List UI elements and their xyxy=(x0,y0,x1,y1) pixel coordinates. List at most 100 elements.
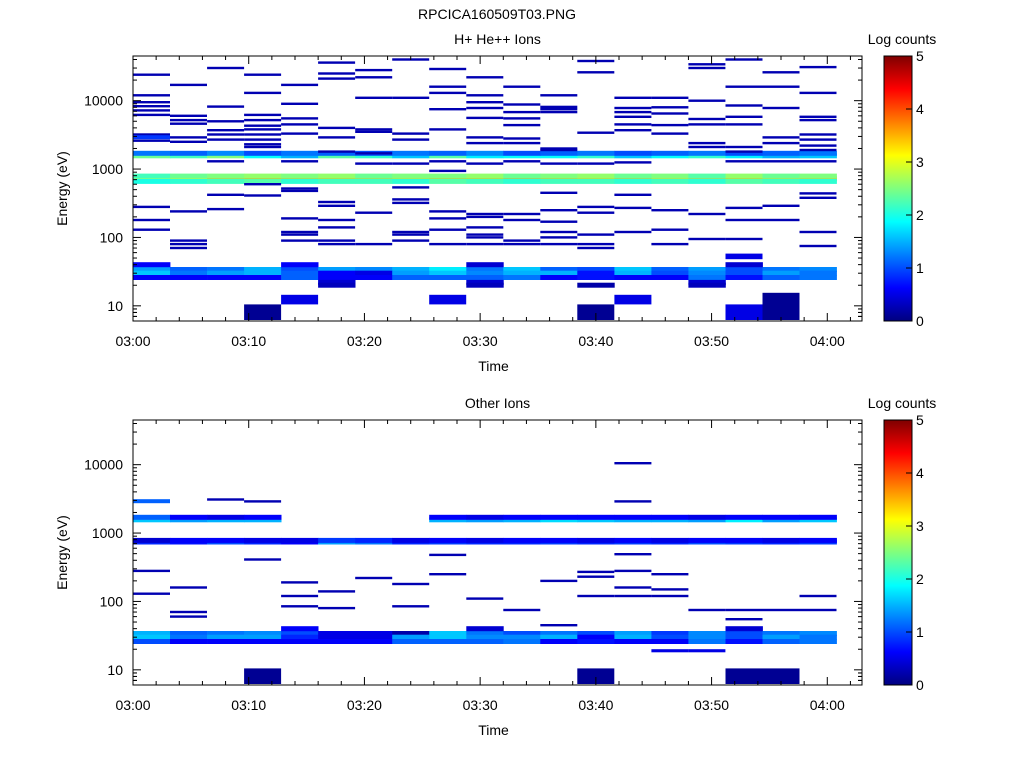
heatmap-cell xyxy=(133,267,171,272)
count-event xyxy=(318,242,356,246)
colorbar-tick-label: 3 xyxy=(916,518,924,534)
heatmap-cell xyxy=(503,267,541,272)
count-event xyxy=(318,61,356,64)
heatmap-cell xyxy=(207,639,245,644)
count-event xyxy=(614,161,652,164)
heatmap-cell xyxy=(725,176,763,182)
count-event xyxy=(725,160,763,163)
heatmap-cell xyxy=(281,270,319,276)
count-event xyxy=(429,160,467,163)
count-event xyxy=(614,110,652,114)
count-event xyxy=(540,108,578,111)
heatmap-cell xyxy=(133,514,171,520)
count-event xyxy=(170,239,207,242)
heatmap-cell xyxy=(503,275,541,280)
heatmap-cell xyxy=(207,150,245,156)
count-event xyxy=(503,141,541,145)
heatmap-cell xyxy=(429,631,467,636)
heatmap-cell xyxy=(503,176,541,182)
count-event xyxy=(688,145,726,149)
colorbar-label: Log counts xyxy=(868,395,937,411)
heatmap-cell xyxy=(614,639,652,644)
x-tick-label: 03:50 xyxy=(694,697,729,713)
count-event xyxy=(207,129,245,132)
heatmap-cell xyxy=(651,176,689,182)
heatmap-cell xyxy=(466,634,504,640)
heatmap-cell xyxy=(725,178,763,184)
heatmap-cell xyxy=(170,275,208,280)
heatmap-cell xyxy=(614,270,652,276)
heatmap-cell xyxy=(466,150,504,156)
heatmap-cell xyxy=(281,639,319,644)
count-event xyxy=(170,615,207,618)
panel-h-he-ions: H+ He++ Ions 03:00 03:10 03:20 03:30 03:40 03:… xyxy=(54,31,936,374)
heatmap-cell xyxy=(762,634,800,640)
heatmap-cell xyxy=(429,173,467,179)
heatmap-cell xyxy=(688,270,726,276)
heatmap-cell xyxy=(688,176,726,182)
heatmap-cell xyxy=(318,537,356,543)
heatmap-cell xyxy=(688,275,726,280)
heatmap-cell xyxy=(355,267,393,272)
heatmap-cell xyxy=(170,267,208,272)
heatmap-cell xyxy=(466,270,504,276)
heatmap-cell xyxy=(133,631,171,636)
count-event xyxy=(170,83,207,87)
x-tick-label: 03:40 xyxy=(578,697,613,713)
heatmap-cell xyxy=(244,514,282,520)
count-event xyxy=(799,138,837,141)
count-event xyxy=(577,575,615,578)
heatmap-cell xyxy=(392,634,430,640)
count-event xyxy=(170,242,207,246)
heatmap-block xyxy=(651,649,689,653)
count-event xyxy=(392,132,430,135)
y-tick-label: 1000 xyxy=(92,161,123,177)
count-event xyxy=(725,206,763,210)
count-event xyxy=(281,160,319,163)
count-event xyxy=(540,242,578,246)
count-event xyxy=(799,133,837,136)
count-event xyxy=(133,135,170,140)
heatmap-cell xyxy=(170,631,208,636)
heatmap-cell xyxy=(392,176,430,182)
heatmap-cell xyxy=(170,178,208,184)
count-event xyxy=(725,58,763,61)
count-event xyxy=(244,145,282,149)
count-event xyxy=(281,581,319,584)
heatmap-block xyxy=(577,304,615,320)
count-event xyxy=(429,210,467,213)
heatmap-cell xyxy=(577,275,615,280)
count-event xyxy=(725,618,763,621)
panel-title: Other Ions xyxy=(465,395,530,411)
count-event xyxy=(466,116,504,120)
count-event xyxy=(392,230,430,234)
x-tick-label: 03:10 xyxy=(231,333,266,349)
count-event xyxy=(651,132,689,135)
heatmap-cell xyxy=(577,176,615,182)
count-event xyxy=(318,204,356,207)
count-event xyxy=(799,244,837,248)
heatmap-cell xyxy=(651,634,689,640)
heatmap-cell xyxy=(318,275,356,280)
heatmap-cell xyxy=(429,634,467,640)
heatmap-cell xyxy=(429,639,467,644)
count-event xyxy=(466,236,504,239)
heatmap-cell xyxy=(577,178,615,184)
heatmap-cell xyxy=(725,626,763,632)
y-axis-label: Energy (eV) xyxy=(54,151,70,226)
heatmap-cell xyxy=(577,150,615,156)
heatmap-cell xyxy=(133,150,171,156)
heatmap-cell xyxy=(762,150,800,156)
heatmap-cell xyxy=(688,537,726,543)
heatmap-cell xyxy=(614,173,652,179)
count-event xyxy=(614,106,652,110)
heatmap-cell xyxy=(207,275,245,280)
colorbar-tick-label: 5 xyxy=(916,48,924,64)
count-event xyxy=(133,94,170,97)
count-event xyxy=(429,169,467,173)
heatmap-cell xyxy=(577,267,615,272)
count-event xyxy=(503,117,541,120)
colorbar-tick-label: 5 xyxy=(916,412,924,428)
x-tick-label: 03:30 xyxy=(463,697,498,713)
